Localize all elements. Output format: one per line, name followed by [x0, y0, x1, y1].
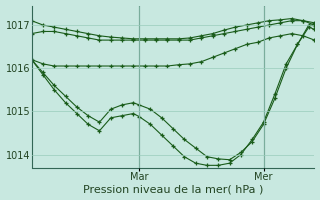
X-axis label: Pression niveau de la mer( hPa ): Pression niveau de la mer( hPa )	[83, 184, 263, 194]
